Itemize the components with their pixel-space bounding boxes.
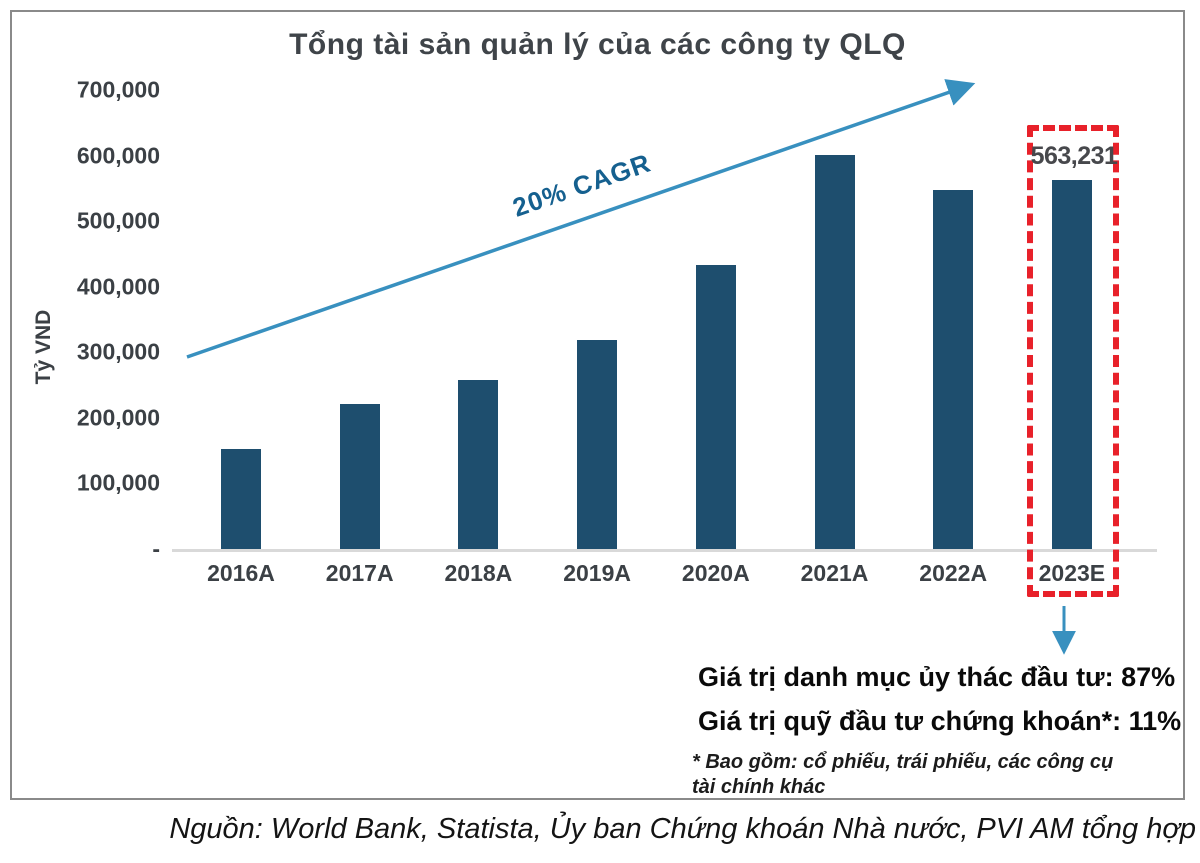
source-caption: Nguồn: World Bank, Statista, Ủy ban Chứn… [169,813,1196,845]
x-tick-label-2022a: 2022A [919,560,988,586]
bar-2017a [339,404,380,549]
y-tick-label: 400,000 [76,273,160,300]
y-tick-label: 500,000 [76,207,160,234]
x-tick-label-2019a: 2019A [563,560,631,586]
cagr-label: 20% CAGR [508,147,655,223]
y-tick-label: 600,000 [76,142,160,169]
y-tick-label: - [152,535,160,562]
y-tick-label: 100,000 [76,469,160,496]
chart-panel: Tổng tài sản quản lý của các công ty QLQ… [10,10,1185,800]
bar-2016a [221,449,261,549]
bar-value-label: 563,231 [1030,142,1118,170]
y-tick-label: 200,000 [76,404,160,431]
bar-2023e [1051,179,1092,549]
bar-2022a [933,190,974,549]
x-tick-label-2016a: 2016A [207,560,275,586]
bar-2019a [577,340,618,549]
bar-2021a [814,154,855,549]
y-tick-label: 700,000 [76,76,160,103]
x-tick-label-2023e: 2023E [1038,560,1106,586]
annotation-footnote: * Bao gồm: cổ phiếu, trái phiếu, các côn… [692,751,1114,798]
x-axis-line [172,549,1157,552]
x-tick-label-2020a: 2020A [681,560,750,586]
x-tick-label-2021a: 2021A [800,560,869,586]
x-tick-label-2017a: 2017A [325,560,394,586]
highlight-box-2023e [1027,125,1119,597]
bar-2018a [458,380,499,549]
bar-2020a [695,265,736,549]
annotation-securities-funds: Giá trị quỹ đầu tư chứng khoán*: 11% [698,706,1182,736]
chart-title: Tổng tài sản quản lý của các công ty QLQ [289,28,906,61]
annotation-trust-portfolio: Giá trị danh mục ủy thác đầu tư: 87% [698,662,1176,692]
y-tick-label: 300,000 [76,338,160,365]
x-tick-label-2018a: 2018A [444,560,513,586]
